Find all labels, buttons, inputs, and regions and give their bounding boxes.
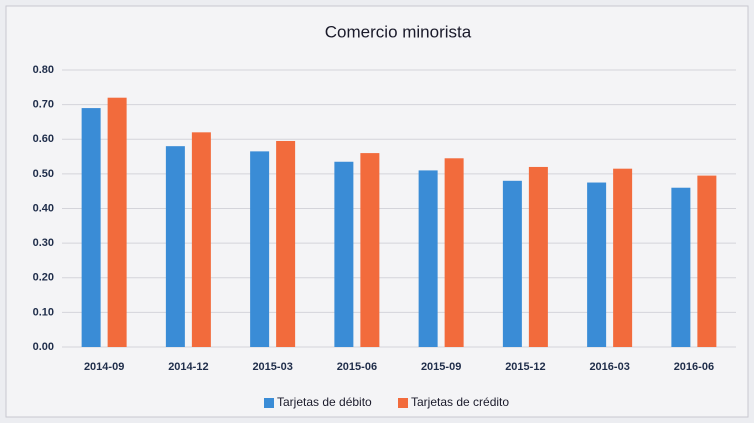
x-tick-label: 2014-09 — [84, 361, 124, 373]
y-tick-label: 0.00 — [33, 341, 54, 353]
bar — [587, 182, 607, 347]
bar — [671, 187, 691, 347]
bar — [502, 180, 522, 347]
x-tick-label: 2016-03 — [589, 361, 629, 373]
bar — [334, 161, 354, 347]
y-tick-label: 0.30 — [33, 237, 54, 249]
bar — [250, 151, 270, 347]
bar — [165, 146, 185, 347]
x-tick-label: 2016-06 — [674, 361, 714, 373]
bar — [191, 132, 211, 347]
y-tick-label: 0.20 — [33, 272, 54, 284]
x-tick-label: 2015-06 — [337, 361, 377, 373]
y-tick-label: 0.70 — [33, 99, 54, 111]
x-tick-label: 2014-12 — [168, 361, 208, 373]
bar — [276, 140, 296, 347]
bar — [81, 108, 101, 348]
x-tick-label: 2015-03 — [252, 361, 292, 373]
x-tick-label: 2015-09 — [421, 361, 461, 373]
chart-title: Comercio minorista — [325, 22, 472, 41]
bar — [107, 97, 127, 347]
y-tick-label: 0.60 — [33, 133, 54, 145]
legend-swatch — [264, 398, 274, 408]
y-tick-label: 0.80 — [33, 64, 54, 76]
y-tick-label: 0.10 — [33, 306, 54, 318]
bar — [444, 158, 464, 347]
bar — [528, 166, 548, 347]
y-tick-label: 0.50 — [33, 168, 54, 180]
bar — [613, 168, 633, 347]
bar — [360, 153, 380, 347]
legend-label: Tarjetas de débito — [277, 395, 372, 409]
bar — [418, 170, 438, 347]
legend-swatch — [398, 398, 408, 408]
y-tick-label: 0.40 — [33, 202, 54, 214]
x-tick-label: 2015-12 — [505, 361, 545, 373]
bar — [697, 175, 717, 347]
legend-label: Tarjetas de crédito — [411, 395, 509, 409]
